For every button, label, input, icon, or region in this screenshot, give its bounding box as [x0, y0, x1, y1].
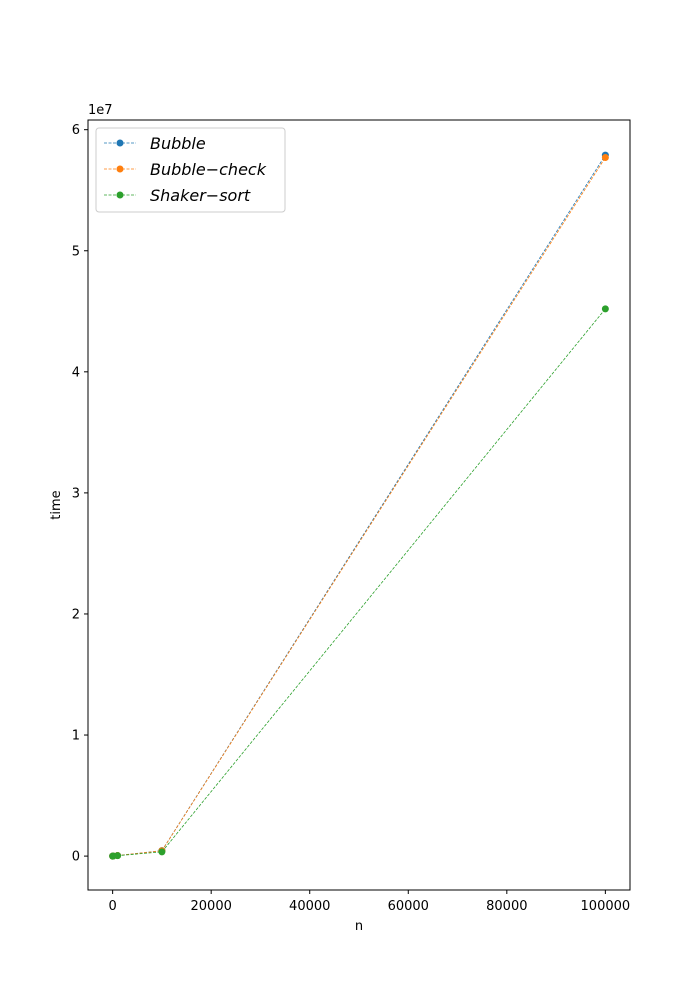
legend: Bubble Bubble−check Shaker−sort: [95, 127, 286, 213]
data-point-2-2: [114, 852, 122, 860]
series-layer: [109, 151, 609, 860]
y-tick-label: 0: [72, 850, 80, 865]
x-tick-label: 60000: [388, 899, 429, 914]
y-tick-label: 4: [72, 365, 80, 380]
y-tick-label: 1: [72, 729, 80, 744]
y-tick-label: 3: [72, 486, 80, 501]
y-offset-label: 1e7: [88, 103, 113, 118]
x-axis-label: n: [355, 919, 363, 934]
plot-frame: [87, 119, 631, 891]
x-tick-label: 80000: [486, 899, 527, 914]
legend-marker-2: [116, 191, 124, 199]
legend-label-1: Bubble−check: [150, 160, 267, 179]
legend-label-0: Bubble: [150, 134, 206, 153]
x-tick-label: 0: [108, 899, 116, 914]
y-axis-label: time: [49, 490, 64, 519]
plot-area: [88, 120, 630, 890]
data-point-2-3: [158, 848, 166, 856]
legend-marker-0: [116, 139, 124, 147]
y-tick-label: 5: [72, 244, 80, 259]
data-point-1-4: [601, 154, 609, 162]
legend-label-2: Shaker−sort: [150, 186, 251, 205]
legend-box: [95, 127, 286, 213]
y-tick-label: 6: [72, 123, 80, 138]
y-tick-label: 2: [72, 607, 80, 622]
data-point-2-4: [601, 305, 609, 313]
x-tick-label: 100000: [581, 899, 631, 914]
x-tick-label: 40000: [289, 899, 330, 914]
x-tick-label: 20000: [191, 899, 232, 914]
axes-layer: 0 20000 40000 60000 80000 100000 0 1 2 3 4 5 6: [72, 119, 631, 914]
legend-marker-1: [116, 165, 124, 173]
